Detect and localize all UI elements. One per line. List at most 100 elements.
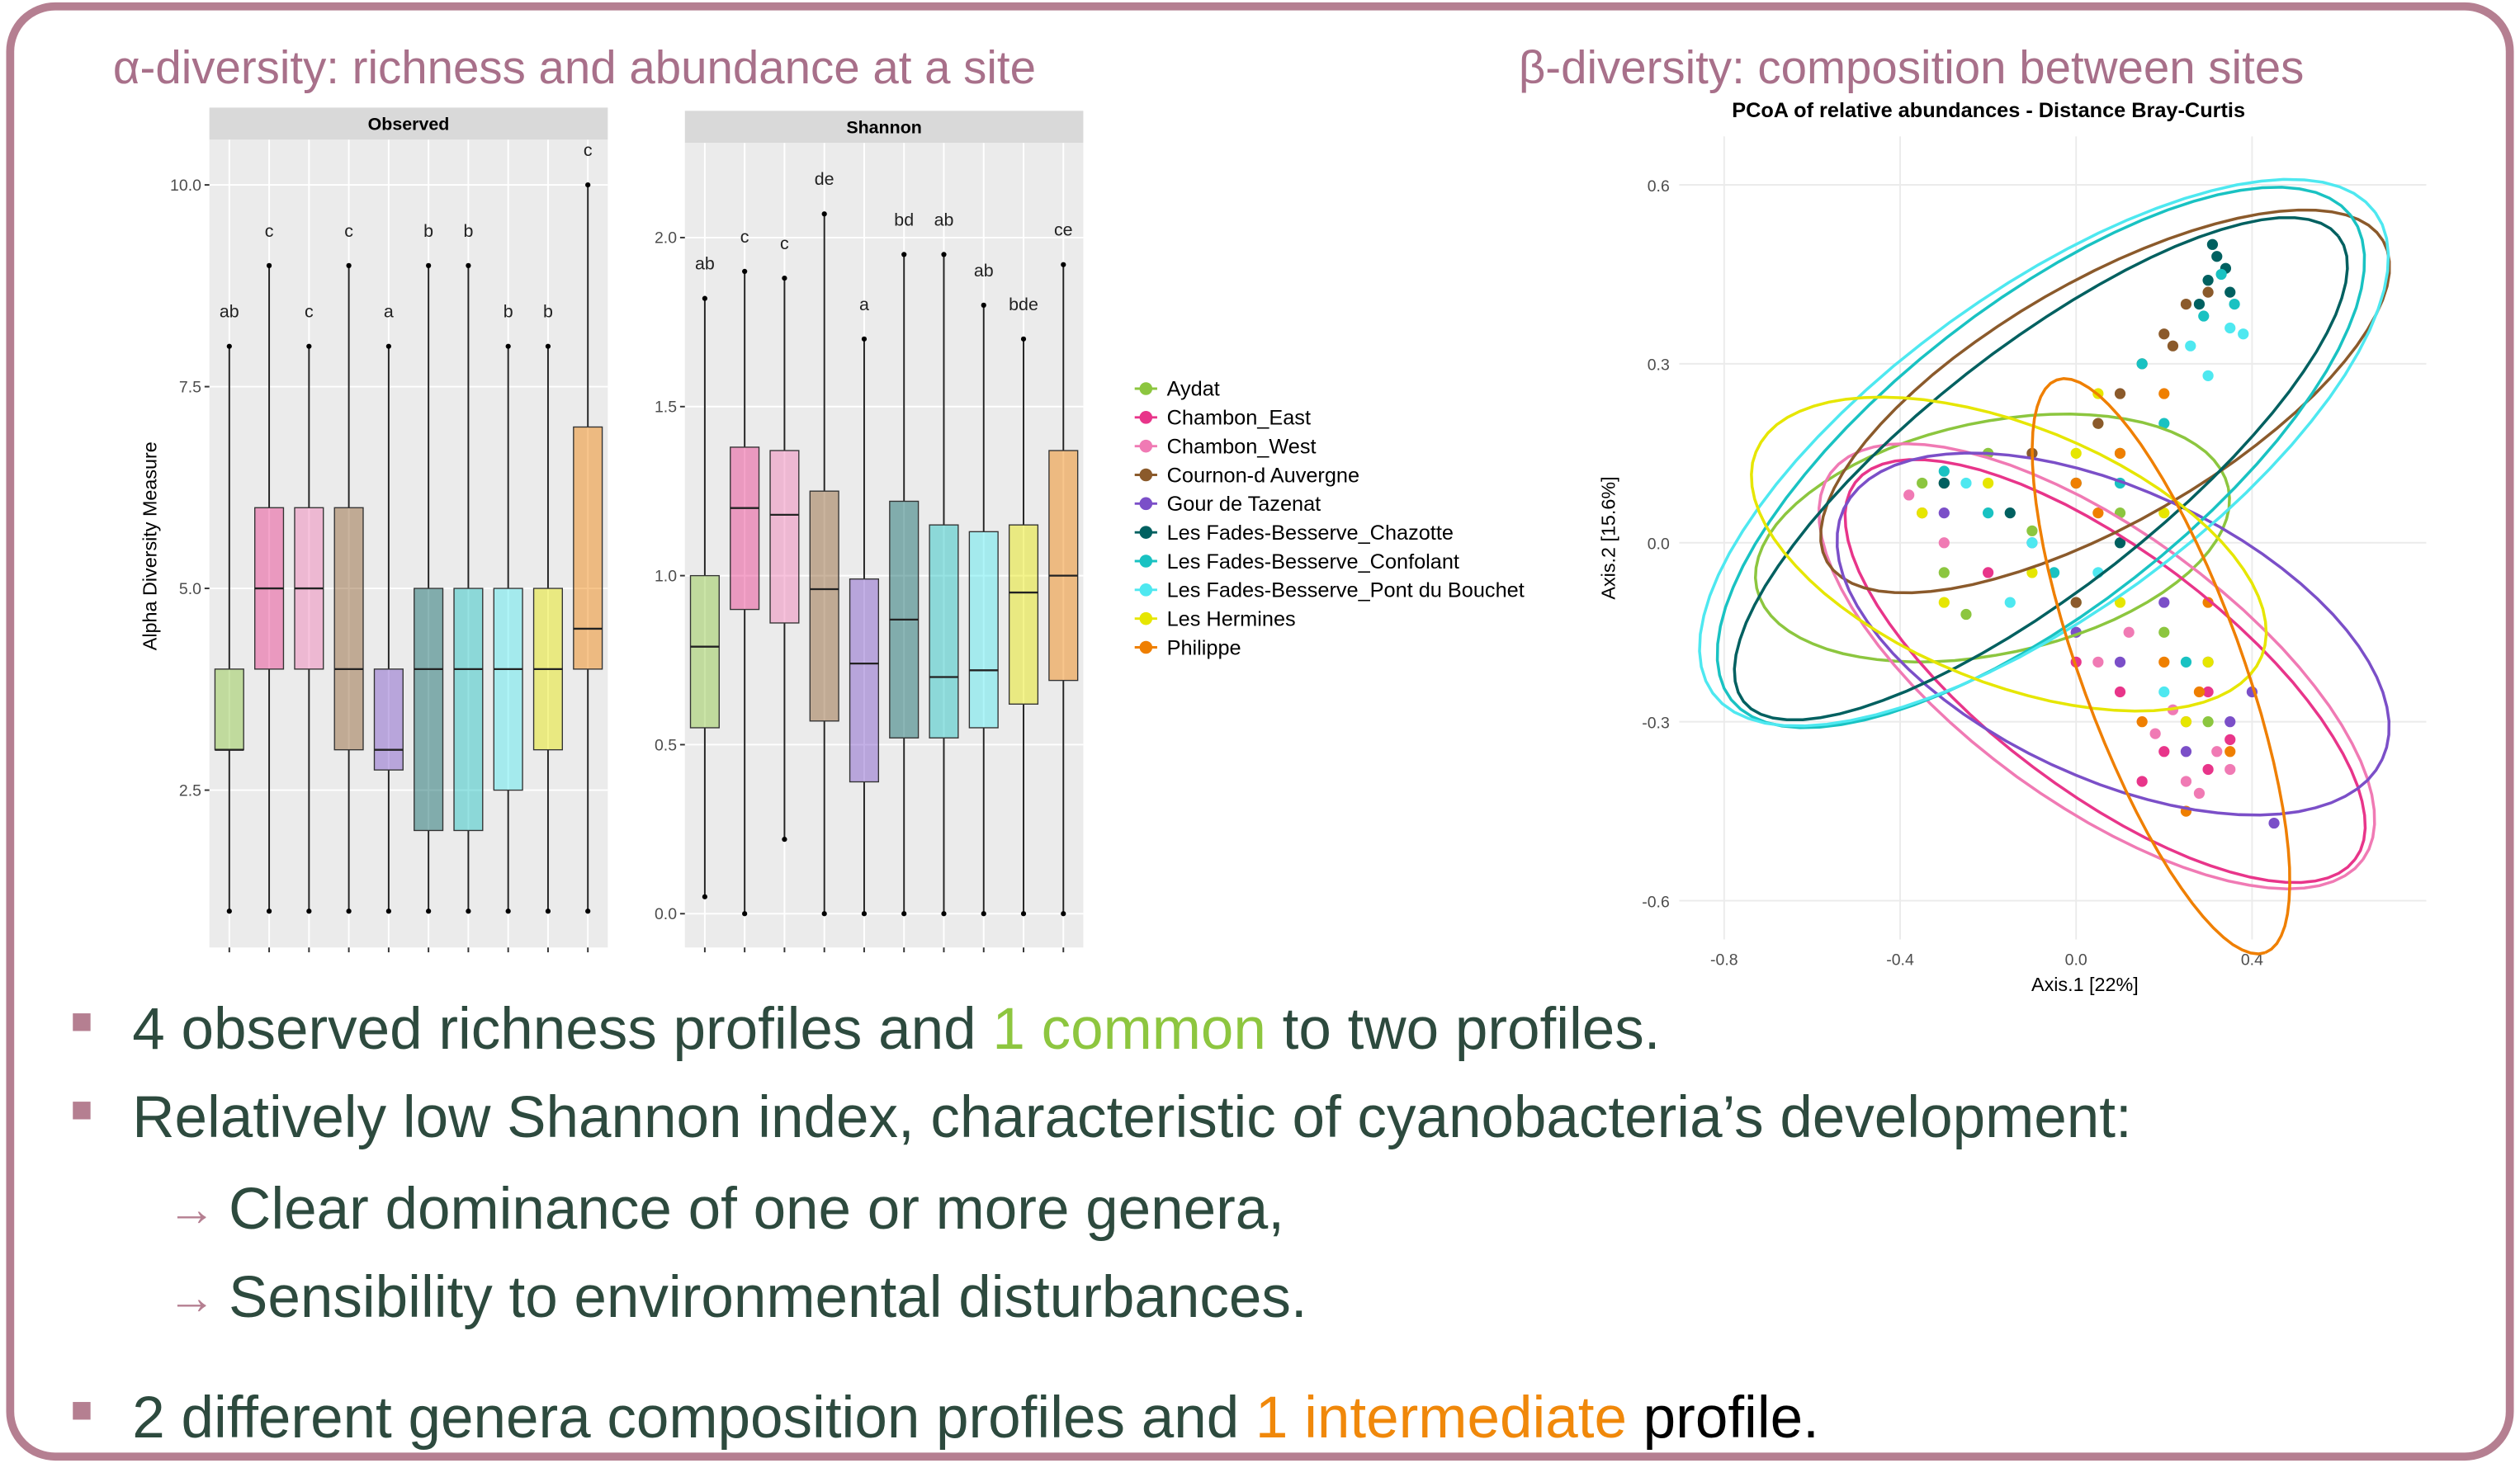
whisker-low-point [426,908,432,914]
whisker-high-point [941,252,947,257]
point [2136,358,2148,370]
whisker-low-point [821,911,827,917]
x-axis-title: Axis.1 [22%] [2031,974,2139,995]
legend-key [1139,611,1153,625]
point [1960,608,1972,621]
y-tick-label: 2.5 [179,781,201,800]
point [2136,716,2148,728]
point [2149,728,2161,739]
facet-strip [209,107,608,140]
whisker-high-point [821,211,827,217]
point [2004,597,2016,608]
significance-letter: c [265,221,274,241]
bullet-text: Clear dominance of one or more genera, [229,1177,1284,1242]
whisker-high-point [1061,262,1066,267]
whisker-low-point [466,908,471,914]
box [493,588,523,791]
y-tick-label: 0.0 [1648,536,1670,554]
whisker-low-point [266,908,272,914]
legend-label: Aydat [1167,378,1220,401]
alpha-heading: α-diversity: richness and abundance at a… [113,41,1036,93]
point [2225,734,2236,745]
point [2229,298,2240,310]
point [2202,656,2214,668]
ellipse [1733,216,2349,722]
point [2092,656,2104,668]
point [2238,328,2249,340]
whisker-high-point [981,302,986,308]
point [2114,656,2126,668]
significance-letter: b [543,302,553,322]
significance-letter: a [859,295,869,314]
bullet-text-part: Relatively low Shannon index, characteri… [132,1085,2131,1150]
significance-letter: ab [974,261,994,281]
box [373,668,404,771]
box [333,507,364,751]
point [2158,328,2170,340]
point [1982,507,1994,519]
legend-key [1139,439,1153,453]
y-tick-label: 5.0 [179,580,201,598]
significance-letter: c [740,227,749,247]
y-tick-label: 1.5 [655,399,677,417]
point [1917,507,1928,519]
whisker-low-point [782,837,787,842]
point [2026,567,2038,578]
significance-letter: c [344,221,353,241]
x-tick-label: -0.8 [1710,951,1738,970]
legend-label: Chambon_West [1167,435,1317,458]
point [2158,656,2170,668]
point [2211,746,2223,757]
bullet-text-part: 1 intermediate [1255,1385,1627,1451]
bullet-text: 2 different genera composition profiles … [132,1385,1819,1451]
whisker-low-point [941,911,947,917]
point [2180,298,2192,310]
facet-title: Shannon [846,118,922,138]
significance-letter: ab [695,254,715,274]
legend-key [1139,526,1153,539]
significance-letter: b [463,221,473,241]
point [2193,298,2206,310]
box [730,446,760,611]
whisker-high-point [466,262,471,268]
slide-frame [6,2,2514,1461]
point [2092,507,2104,519]
legend-label: Cournon-d Auvergne [1167,464,1359,487]
point [1938,465,1950,477]
y-axis-title: Alpha Diversity Measure [139,441,160,650]
whisker-high-point [545,343,551,349]
ellipse [1753,412,2231,663]
whisker-low-point [226,908,232,914]
point [2211,251,2223,262]
legend-label: Les Fades-Besserve_Pont du Bouchet [1167,579,1525,602]
legend-key [1139,411,1153,424]
point [2158,418,2170,429]
point [2158,746,2170,757]
whisker-high-point [226,343,232,349]
arrow-marker: → [168,1271,215,1324]
bullet-text-part: profile. [1627,1385,1819,1451]
whisker-low-point [901,911,907,917]
box [849,578,880,783]
point [2070,597,2082,608]
y-tick-label: 0.5 [655,736,677,754]
facet-strip [684,111,1084,144]
point [1982,567,1994,578]
legend-key [1139,382,1153,395]
ellipse [1843,458,2367,885]
point [2202,597,2214,608]
y-tick-label: 0.0 [655,905,677,923]
box [214,668,244,751]
ellipse [2031,376,2291,956]
y-tick-label: 0.3 [1648,356,1670,375]
point [1938,567,1950,578]
significance-letter: bd [894,210,914,229]
point [2136,776,2148,787]
whisker-low-point [1061,911,1066,917]
box [968,531,999,729]
point [2225,286,2236,298]
whisker-low-point [585,908,591,914]
legend-label: Les Hermines [1167,607,1296,630]
point [1938,597,1950,608]
bullet-marker [73,1102,91,1120]
